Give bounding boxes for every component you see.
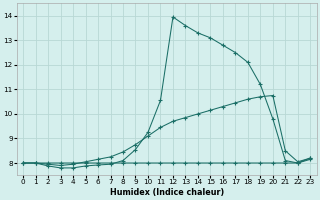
- X-axis label: Humidex (Indice chaleur): Humidex (Indice chaleur): [109, 188, 224, 197]
